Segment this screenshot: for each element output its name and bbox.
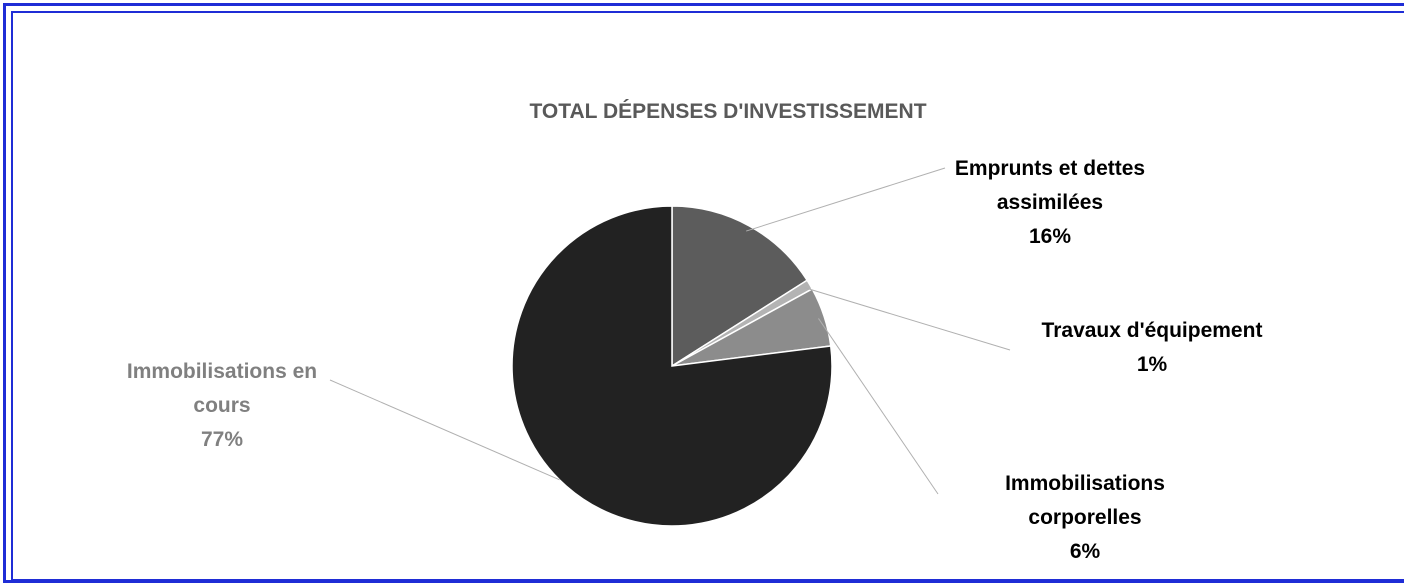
leader-line-immobilisations-corporelles (818, 318, 939, 495)
percent-label-travaux-d-equipement: 1% (1137, 353, 1168, 376)
percent-label-immobilisations-corporelles: 6% (1070, 540, 1101, 563)
slice-emprunts-et-dettes-assimilees (671, 205, 809, 368)
leader-line-travaux-d-equipement (804, 287, 1011, 351)
percent-label-immobilisations-en-cours: 77% (201, 428, 243, 451)
slice-label-immobilisations-corporelles: corporelles (1028, 506, 1141, 529)
slice-label-immobilisations-en-cours: cours (193, 394, 250, 417)
slice-label-immobilisations-en-cours: Immobilisations en (127, 360, 317, 383)
percent-label-emprunts-et-dettes-assimilees: 16% (1029, 225, 1071, 248)
slice-label-emprunts-et-dettes-assimilees: Emprunts et dettes (955, 157, 1145, 180)
slice-label-travaux-d-equipement: Travaux d'équipement (1042, 319, 1263, 342)
slice-labels: Emprunts et dettes assimilées 16% Travaux d… (127, 157, 1263, 563)
slice-immobilisations-en-cours (511, 205, 833, 527)
leader-lines (329, 167, 1011, 495)
slice-label-immobilisations-corporelles: Immobilisations (1005, 472, 1165, 495)
pie-slices (511, 205, 833, 527)
leader-line-emprunts-et-dettes-assimilees (746, 167, 946, 232)
leader-line-immobilisations-en-cours (329, 379, 560, 481)
slice-label-emprunts-et-dettes-assimilees: assimilées (997, 191, 1103, 214)
chart-title: TOTAL DÉPENSES D'INVESTISSEMENT (529, 100, 926, 123)
